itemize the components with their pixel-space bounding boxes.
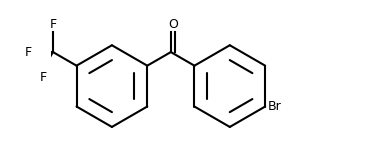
Text: Br: Br: [268, 100, 282, 113]
Text: F: F: [25, 46, 32, 59]
Text: O: O: [168, 18, 178, 31]
Text: F: F: [40, 71, 47, 84]
Text: F: F: [49, 18, 56, 31]
